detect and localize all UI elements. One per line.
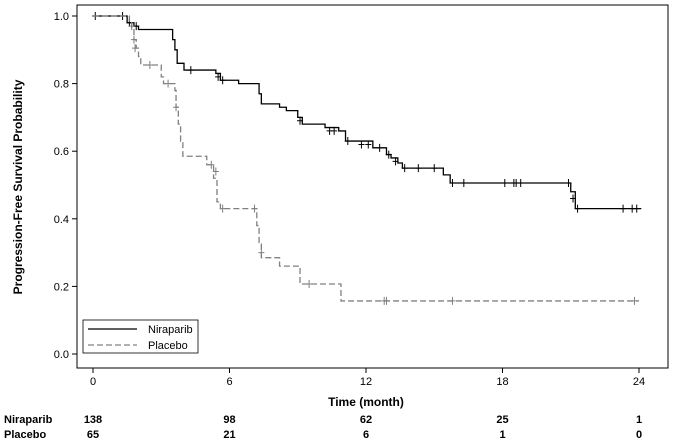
censor-mark-niraparib: [401, 164, 408, 173]
censor-mark-niraparib: [565, 178, 572, 187]
risk-count: 6: [363, 429, 369, 441]
x-axis: 0 6 12 18 24: [90, 368, 645, 388]
censor-mark-niraparib: [431, 164, 438, 173]
risk-count: 1: [499, 429, 505, 441]
risk-count: 1: [636, 414, 642, 426]
censor-mark-niraparib: [449, 178, 456, 187]
censor-mark-niraparib: [501, 178, 508, 187]
risk-count: 138: [84, 414, 102, 426]
legend-label-placebo: Placebo: [148, 340, 188, 352]
legend: Niraparib Placebo: [82, 319, 199, 354]
censor-mark-placebo: [449, 296, 456, 305]
risk-table: Niraparib 138 98 62 25 1 Placebo 65 21 6 1 0: [4, 414, 642, 441]
censor-mark-placebo: [128, 22, 135, 31]
censor-mark-placebo: [165, 79, 172, 88]
censor-mark-placebo: [208, 160, 215, 169]
y-tick-label: 0.0: [54, 349, 69, 361]
censor-mark-niraparib: [297, 116, 304, 125]
censor-mark-niraparib: [358, 140, 365, 149]
y-tick-label: 0.4: [54, 214, 69, 226]
legend-label-niraparib: Niraparib: [148, 324, 193, 336]
x-tick-label: 18: [496, 376, 508, 388]
censor-mark-niraparib: [376, 143, 383, 152]
legend-box: [82, 319, 199, 354]
curve-niraparib: [93, 15, 642, 210]
censor-mark-placebo: [212, 167, 219, 176]
censor-mark-niraparib: [574, 204, 581, 213]
censor-mark-niraparib: [570, 194, 577, 203]
risk-row-label: Placebo: [4, 429, 46, 441]
plot-frame: [76, 4, 669, 369]
risk-count: 65: [87, 429, 99, 441]
censor-mark-niraparib: [187, 66, 194, 75]
censor-mark-niraparib: [331, 126, 338, 135]
censor-mark-niraparib: [385, 150, 392, 159]
censor-mark-placebo: [173, 103, 180, 112]
censor-mark-niraparib: [620, 204, 627, 213]
y-tick-label: 0.2: [54, 281, 69, 293]
censor-mark-niraparib: [633, 204, 640, 213]
x-tick-label: 0: [90, 376, 96, 388]
censor-mark-niraparib: [460, 178, 467, 187]
risk-row-label: Niraparib: [4, 414, 53, 426]
censor-mark-placebo: [306, 280, 313, 289]
risk-count: 25: [496, 414, 508, 426]
x-tick-label: 6: [226, 376, 232, 388]
y-tick-label: 0.8: [54, 79, 69, 91]
x-axis-label: Time (month): [328, 395, 404, 409]
censor-mark-niraparib: [365, 140, 372, 149]
risk-count: 62: [360, 414, 372, 426]
y-axis-label: Progression-Free Survival Probability: [11, 79, 25, 294]
y-axis: 0.0 0.2 0.4 0.6 0.8 1.0: [54, 11, 77, 361]
y-tick-label: 1.0: [54, 11, 69, 23]
curve-placebo: [93, 15, 639, 302]
censor-mark-niraparib: [344, 137, 351, 146]
censor-mark-placebo: [631, 296, 638, 305]
censor-mark-niraparib: [517, 178, 524, 187]
censor-mark-placebo: [258, 248, 265, 257]
risk-count: 21: [223, 429, 235, 441]
censor-mark-niraparib: [219, 76, 226, 85]
censor-mark-niraparib: [392, 157, 399, 166]
y-tick-label: 0.6: [54, 146, 69, 158]
x-tick-label: 12: [360, 376, 372, 388]
censor-mark-placebo: [219, 204, 226, 213]
censor-mark-placebo: [132, 44, 139, 53]
censor-mark-placebo: [130, 35, 137, 44]
survival-curves: [92, 12, 642, 305]
risk-count: 98: [223, 414, 235, 426]
censor-mark-niraparib: [215, 72, 222, 81]
censor-mark-niraparib: [415, 164, 422, 173]
risk-count: 0: [636, 429, 642, 441]
censor-mark-placebo: [251, 204, 258, 213]
x-tick-label: 24: [633, 376, 645, 388]
censor-mark-placebo: [146, 61, 153, 70]
censor-mark-placebo: [383, 296, 390, 305]
